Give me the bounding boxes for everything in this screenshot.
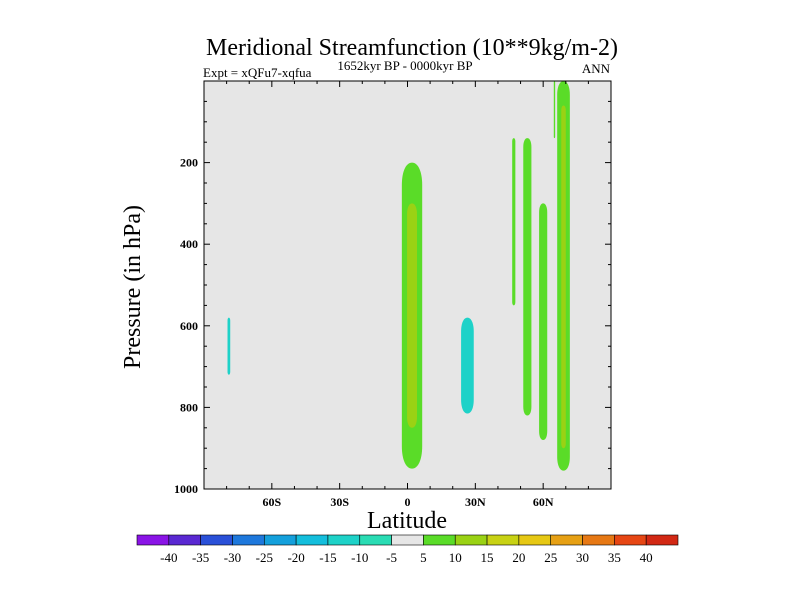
chart-title: Meridional Streamfunction (10**9kg/m-2) bbox=[206, 35, 618, 61]
colorbar-label: -10 bbox=[351, 550, 368, 565]
x-tick-label: 60N bbox=[533, 495, 554, 509]
colorbar-label: -40 bbox=[160, 550, 177, 565]
colorbar-label: -30 bbox=[224, 550, 241, 565]
colorbar-box bbox=[454, 534, 488, 546]
contour-cell-65N-thin bbox=[553, 81, 556, 139]
contour-equatorial-cell-inner bbox=[407, 203, 417, 428]
colorbar-label: -20 bbox=[287, 550, 304, 565]
contour-cell-68N-inner bbox=[561, 105, 566, 449]
plot-area bbox=[203, 80, 612, 490]
colorbar-box bbox=[550, 534, 583, 546]
y-axis-label: Pressure (in hPa) bbox=[120, 205, 146, 369]
colorbar-box bbox=[263, 534, 297, 546]
contour-cell-53N bbox=[523, 138, 532, 416]
colorbar: -40 -35 -30 -25 -20 -15 -10 -5 5 10 15 20 25 30 35 40 bbox=[136, 534, 679, 565]
season-label: ANN bbox=[582, 61, 611, 76]
colorbar-box bbox=[295, 534, 329, 546]
colorbar-box bbox=[486, 534, 520, 546]
colorbar-box bbox=[136, 534, 170, 546]
colorbar-label: 30 bbox=[576, 550, 589, 565]
y-tick-label: 800 bbox=[180, 400, 198, 414]
x-axis-ticks: 60S 30S 0 30N 60N bbox=[203, 81, 612, 509]
colorbar-box bbox=[614, 534, 647, 546]
colorbar-label: 10 bbox=[449, 550, 462, 565]
colorbar-box bbox=[645, 534, 679, 546]
colorbar-label: 25 bbox=[544, 550, 557, 565]
colorbar-box bbox=[327, 534, 361, 546]
contour-cell-60N bbox=[539, 203, 548, 441]
y-tick-label: 200 bbox=[180, 156, 198, 170]
colorbar-label: 35 bbox=[608, 550, 621, 565]
x-tick-label: 30S bbox=[330, 495, 349, 509]
experiment-label: Expt = xQFu7-xqfua bbox=[203, 65, 312, 80]
colorbar-box bbox=[232, 534, 265, 546]
x-tick-label: 30N bbox=[465, 495, 486, 509]
time-range-label: 1652kyr BP - 0000kyr BP bbox=[337, 58, 472, 73]
colorbar-box bbox=[200, 534, 233, 546]
colorbar-box bbox=[423, 534, 456, 546]
colorbar-label: 15 bbox=[481, 550, 494, 565]
x-axis-label: Latitude bbox=[367, 508, 447, 534]
colorbar-box bbox=[359, 534, 392, 546]
y-tick-label: 1000 bbox=[174, 482, 198, 496]
contour-cell-71S bbox=[227, 317, 231, 375]
colorbar-label: -5 bbox=[386, 550, 397, 565]
y-tick-label: 600 bbox=[180, 319, 198, 333]
colorbar-box bbox=[391, 534, 424, 546]
y-axis-ticks: 200 400 600 800 1000 bbox=[174, 80, 611, 496]
colorbar-box bbox=[582, 534, 615, 546]
colorbar-label: -35 bbox=[192, 550, 209, 565]
contour-cell-27N bbox=[461, 317, 474, 414]
x-tick-label: 0 bbox=[405, 495, 411, 509]
colorbar-label: -15 bbox=[319, 550, 336, 565]
colorbar-box bbox=[168, 534, 201, 546]
contour-cell-47N bbox=[512, 138, 516, 306]
colorbar-box bbox=[518, 534, 552, 546]
colorbar-label: 5 bbox=[420, 550, 427, 565]
x-tick-label: 60S bbox=[262, 495, 281, 509]
colorbar-label: -25 bbox=[256, 550, 273, 565]
y-tick-label: 400 bbox=[180, 237, 198, 251]
colorbar-label: 40 bbox=[640, 550, 653, 565]
colorbar-label: 20 bbox=[512, 550, 525, 565]
